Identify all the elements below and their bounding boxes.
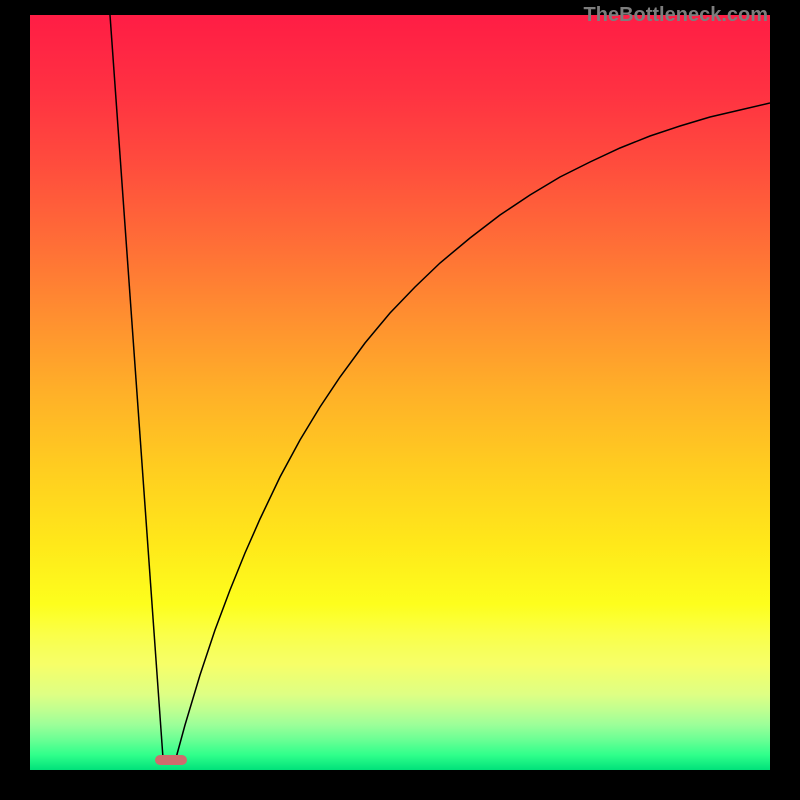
chart-area [30,15,770,770]
attribution-text: TheBottleneck.com [584,4,768,27]
curve-left-branch [110,15,163,758]
curve-right-branch [176,103,770,758]
minimum-marker [155,755,187,765]
curve-overlay [30,15,770,770]
